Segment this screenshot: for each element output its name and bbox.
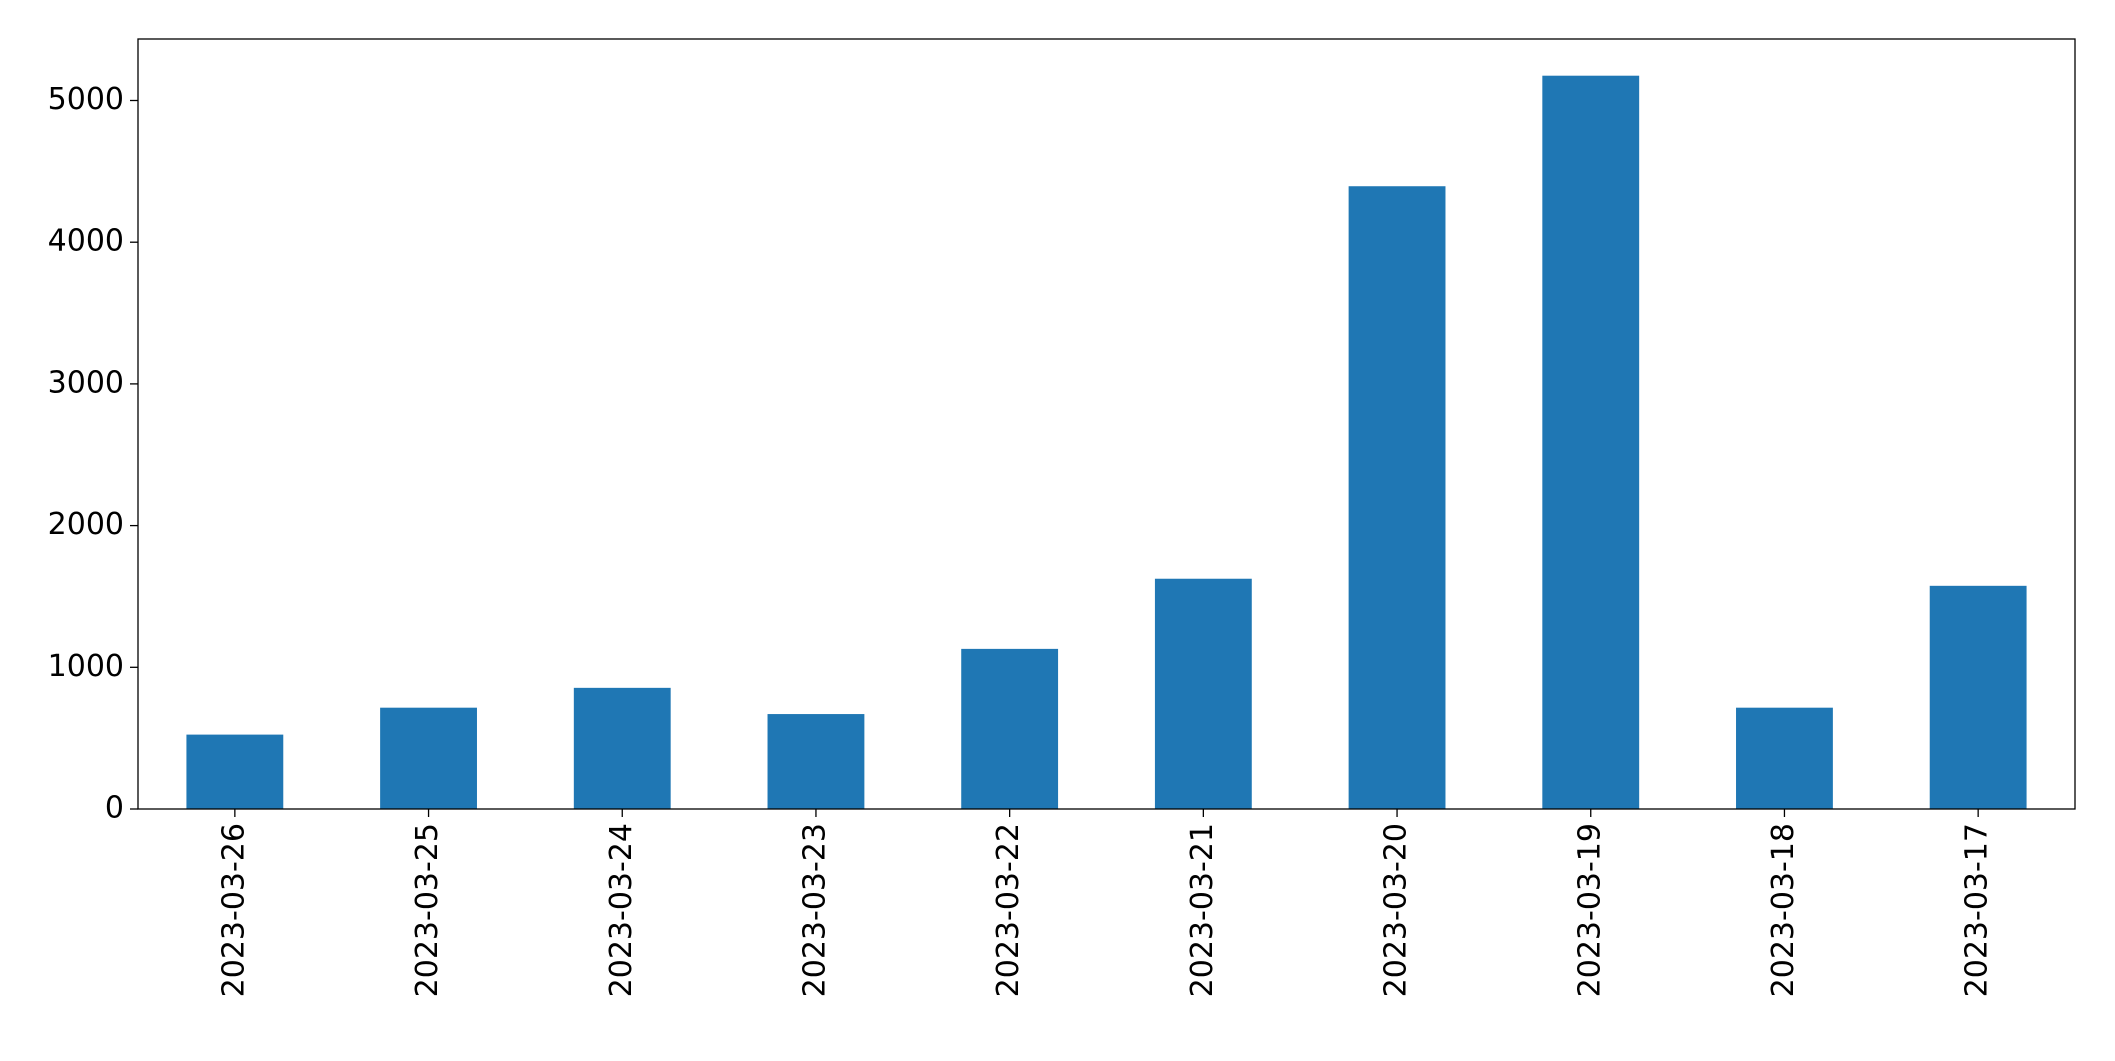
y-tick-label: 1000 bbox=[48, 649, 124, 684]
x-tick-label: 2023-03-20 bbox=[1379, 823, 1414, 997]
bar bbox=[1736, 707, 1833, 809]
x-tick-label: 2023-03-21 bbox=[1185, 823, 1220, 997]
bar bbox=[1154, 578, 1252, 809]
x-tick-label: 2023-03-24 bbox=[604, 823, 639, 997]
bar bbox=[380, 707, 477, 809]
y-tick-label: 5000 bbox=[48, 82, 124, 117]
y-tick-label: 2000 bbox=[48, 507, 124, 542]
y-tick-label: 4000 bbox=[48, 224, 124, 259]
bar bbox=[767, 714, 865, 809]
y-tick-label: 0 bbox=[105, 791, 124, 826]
x-tick-label: 2023-03-17 bbox=[1960, 823, 1995, 997]
x-tick-label: 2023-03-26 bbox=[216, 823, 251, 997]
bar bbox=[573, 687, 671, 809]
x-tick-label: 2023-03-19 bbox=[1572, 823, 1607, 997]
bar bbox=[186, 734, 284, 809]
bar bbox=[1348, 186, 1446, 810]
x-tick-label: 2023-03-25 bbox=[410, 823, 445, 997]
y-tick-label: 3000 bbox=[48, 365, 124, 400]
plot-frame bbox=[137, 38, 2076, 810]
bar bbox=[1929, 585, 2027, 809]
bar bbox=[1542, 75, 1640, 810]
bar bbox=[961, 648, 1059, 809]
x-tick-label: 2023-03-22 bbox=[991, 823, 1026, 997]
x-tick-label: 2023-03-18 bbox=[1766, 823, 1801, 997]
x-tick-label: 2023-03-23 bbox=[797, 823, 832, 997]
